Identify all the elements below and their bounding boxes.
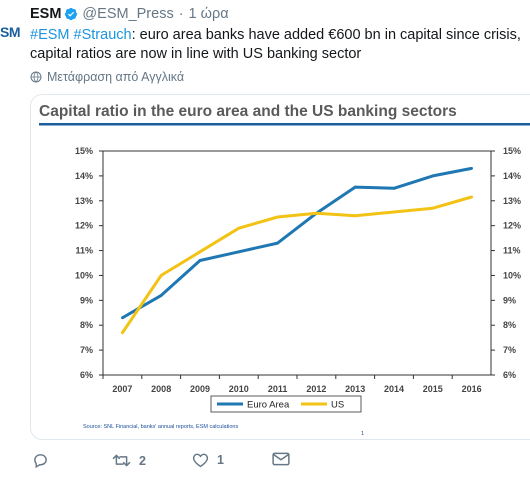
- y-tick-label-right: 7%: [503, 345, 516, 355]
- data-point: [431, 174, 435, 178]
- y-tick-label-right: 9%: [503, 295, 516, 305]
- y-tick-label-left: 11%: [75, 246, 93, 256]
- y-tick-label-right: 10%: [503, 270, 521, 280]
- y-tick-label-right: 12%: [503, 221, 521, 231]
- data-point: [276, 241, 279, 245]
- tweet-actions: 2 1: [30, 452, 330, 472]
- y-tick-label-right: 8%: [503, 320, 516, 330]
- y-tick-label-right: 11%: [503, 246, 521, 256]
- x-tick-label: 2007: [112, 384, 132, 394]
- y-tick-label-left: 8%: [80, 320, 93, 330]
- globe-icon: [30, 71, 42, 83]
- hashtag-esm[interactable]: #ESM: [30, 27, 70, 43]
- data-point: [431, 206, 435, 210]
- separator-dot: ·: [178, 6, 184, 22]
- data-point: [198, 259, 202, 262]
- data-point: [392, 186, 396, 190]
- data-point: [315, 211, 318, 215]
- y-tick-label-left: 9%: [80, 295, 93, 305]
- x-tick-label: 2015: [423, 384, 443, 394]
- chart-title: Capital ratio in the euro area and the U…: [39, 103, 457, 120]
- x-tick-label: 2016: [462, 384, 482, 394]
- legend-label: US: [331, 400, 344, 411]
- y-tick-label-left: 12%: [75, 221, 93, 231]
- series-line-us: [121, 195, 473, 334]
- data-point: [353, 185, 357, 189]
- data-point: [353, 214, 357, 218]
- data-point: [237, 226, 241, 230]
- translate-link[interactable]: Μετάφραση από Αγγλικά: [30, 70, 184, 84]
- direct-message-button[interactable]: [272, 452, 290, 466]
- plot-area: 6% 6% 7% 7% 8% 8% 9% 9% 10% 10% 11% 11% 12% 12% 13% 13%…: [75, 146, 521, 394]
- plot-frame: [102, 150, 492, 376]
- y-tick-label-left: 10%: [75, 270, 93, 280]
- legend: Euro Area US: [210, 395, 362, 413]
- y-tick-label-left: 15%: [75, 146, 93, 156]
- line-chart: Capital ratio in the euro area and the U…: [39, 103, 530, 437]
- data-point: [159, 293, 163, 297]
- data-point: [121, 316, 124, 320]
- retweet-count: 2: [139, 453, 146, 468]
- heart-icon: [192, 453, 209, 468]
- y-tick-label-right: 14%: [503, 171, 521, 181]
- legend-label: Euro Area: [247, 400, 290, 411]
- data-point: [121, 331, 124, 335]
- verified-badge-icon: [64, 7, 78, 21]
- author-handle[interactable]: @ESM_Press: [82, 6, 174, 22]
- chart-image-card[interactable]: Capital ratio in the euro area and the U…: [30, 94, 530, 440]
- chart-source: Source: SNL Financial, banks' annual rep…: [83, 424, 238, 430]
- x-tick-label: 2011: [268, 384, 288, 394]
- retweet-button[interactable]: 2: [112, 452, 146, 469]
- data-point: [470, 195, 473, 199]
- tweet-header: ESM @ESM_Press · 1 ώρα: [30, 6, 229, 22]
- x-tick-label: 2013: [345, 384, 365, 394]
- hashtag-strauch[interactable]: #Strauch: [73, 27, 132, 43]
- translate-label: Μετάφραση από Αγγλικά: [47, 70, 185, 84]
- tweet-body: : euro area banks have added €600 bn in …: [30, 27, 521, 62]
- reply-button[interactable]: [32, 452, 57, 469]
- data-point: [470, 167, 473, 170]
- x-tick-label: 2014: [384, 384, 404, 394]
- author-name[interactable]: ESM: [30, 6, 62, 22]
- page-number: 1: [361, 431, 364, 437]
- y-tick-label-left: 7%: [80, 345, 93, 355]
- x-tick-label: 2008: [151, 384, 171, 394]
- x-tick-label: 2012: [306, 384, 326, 394]
- data-point: [198, 250, 202, 254]
- y-tick-label-left: 14%: [75, 171, 93, 181]
- y-tick-label-right: 15%: [503, 146, 521, 156]
- data-point: [237, 250, 241, 254]
- y-tick-label-left: 6%: [80, 370, 93, 380]
- avatar[interactable]: SM: [0, 24, 21, 40]
- y-tick-label-left: 13%: [75, 196, 93, 206]
- envelope-icon: [272, 452, 290, 466]
- reply-icon: [34, 454, 47, 469]
- x-tick-label: 2010: [229, 384, 249, 394]
- like-button[interactable]: 1: [192, 452, 224, 468]
- tweet-text: #ESM #Strauch: euro area banks have adde…: [30, 26, 525, 64]
- title-underline: [39, 123, 530, 126]
- y-tick-label-right: 13%: [503, 196, 521, 206]
- retweet-icon: [112, 454, 131, 467]
- legend-box: [210, 395, 362, 413]
- data-point: [392, 210, 396, 214]
- data-point: [159, 274, 163, 277]
- like-count: 1: [217, 453, 224, 467]
- data-point: [276, 215, 279, 219]
- y-tick-label-right: 6%: [503, 370, 516, 380]
- series-line-euro-area: [121, 166, 472, 320]
- x-tick-label: 2009: [190, 384, 210, 394]
- tweet-timestamp[interactable]: 1 ώρα: [188, 6, 229, 22]
